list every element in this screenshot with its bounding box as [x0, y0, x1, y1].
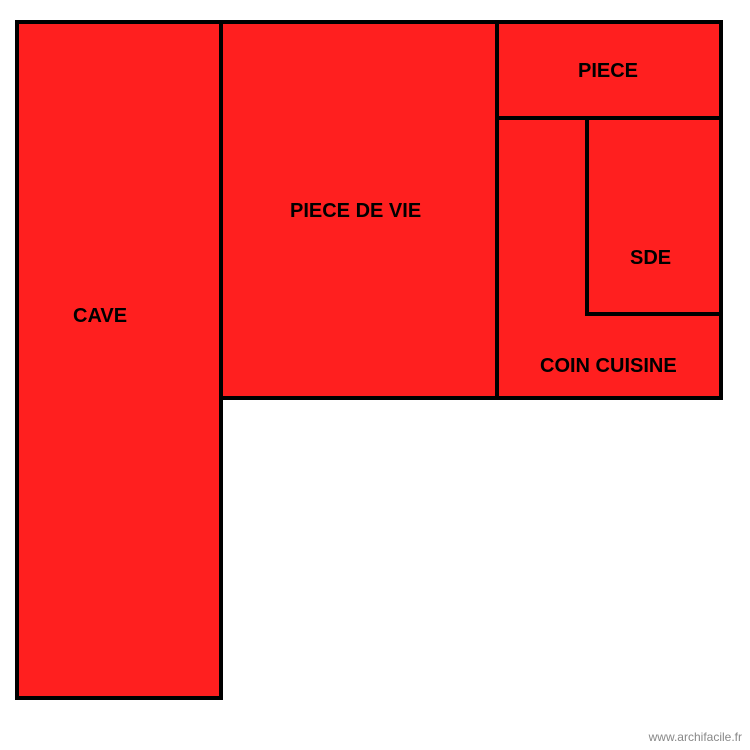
room-label-cave: CAVE: [73, 305, 127, 328]
room-cave: [15, 20, 223, 700]
room-sde: [585, 116, 723, 316]
room-label-coin-cuisine: COIN CUISINE: [540, 355, 677, 378]
room-label-piece: PIECE: [578, 60, 638, 83]
room-label-sde: SDE: [630, 247, 671, 270]
watermark-text: www.archifacile.fr: [649, 730, 742, 744]
room-label-piece-de-vie: PIECE DE VIE: [290, 200, 421, 223]
